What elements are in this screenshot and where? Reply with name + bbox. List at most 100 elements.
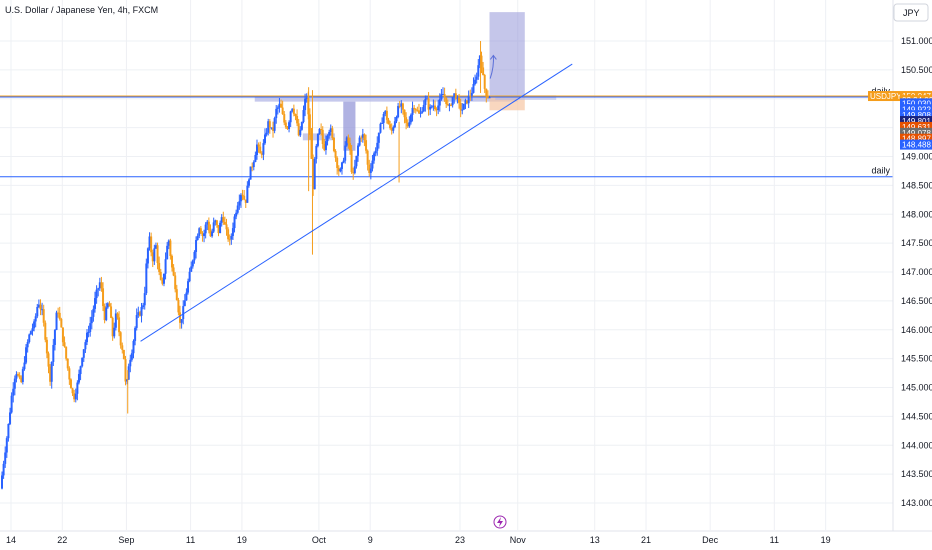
candle-body xyxy=(302,110,305,122)
candle-body xyxy=(45,339,48,354)
candle-body xyxy=(13,378,16,389)
candle-body xyxy=(29,331,32,335)
candle-body xyxy=(166,245,169,260)
y-axis: 143.000 143.500 144.000 144.500 145.000 145.5… xyxy=(892,0,932,531)
candle-body xyxy=(164,259,167,274)
candle-body xyxy=(87,331,90,333)
candle-body xyxy=(374,150,377,154)
candle-body xyxy=(17,374,20,376)
currency-label: JPY xyxy=(903,8,920,18)
candle-body xyxy=(482,67,485,75)
candle-body xyxy=(464,100,467,104)
candle-body xyxy=(81,357,84,367)
candle-body xyxy=(60,319,63,328)
candle-body xyxy=(172,267,175,276)
candle-body xyxy=(328,131,331,136)
candle-body xyxy=(169,240,172,256)
candle-body xyxy=(329,128,332,132)
candle-body xyxy=(283,114,286,123)
candle-body xyxy=(267,121,270,133)
candle-body xyxy=(300,121,303,130)
x-tick-label: 19 xyxy=(821,535,831,545)
candle-body xyxy=(150,236,153,253)
candle-body xyxy=(352,171,355,174)
candle-body xyxy=(373,153,376,161)
candle-body xyxy=(65,346,68,359)
candle-body xyxy=(222,217,225,222)
price-badge xyxy=(900,110,932,121)
x-tick-label: 11 xyxy=(770,535,779,545)
candle-body xyxy=(289,111,292,123)
candle-body xyxy=(361,134,364,138)
candle-body xyxy=(461,109,464,111)
candle-body xyxy=(219,222,222,234)
candle-body xyxy=(406,122,409,127)
candle-body xyxy=(100,282,103,289)
x-tick-label: 21 xyxy=(641,535,651,545)
y-tick-label: 151.000 xyxy=(901,36,932,46)
candle-body xyxy=(211,231,214,237)
candle-body xyxy=(485,88,488,97)
candle-body xyxy=(425,98,428,100)
candle-body xyxy=(270,127,273,129)
candle-body xyxy=(323,143,326,151)
candle-body xyxy=(422,105,425,112)
candle-body xyxy=(2,463,5,476)
candle-body xyxy=(153,248,156,262)
candle-body xyxy=(119,332,122,346)
candle-body xyxy=(23,362,26,370)
candle-body xyxy=(355,155,358,167)
arrow-head xyxy=(489,54,497,60)
candle-body xyxy=(135,315,138,328)
candle-body xyxy=(450,104,453,106)
horizontal-lines: daily daily xyxy=(0,86,893,178)
price-badge xyxy=(900,98,932,109)
candle-body xyxy=(429,106,432,110)
candle-body xyxy=(241,194,244,196)
candle-body xyxy=(480,55,483,68)
candle-body xyxy=(58,312,61,320)
candle-body xyxy=(419,112,422,114)
candle-body xyxy=(257,144,260,147)
candle-body xyxy=(177,299,180,313)
candle-body xyxy=(472,84,475,93)
candle-body xyxy=(294,114,297,117)
candle-body xyxy=(299,129,302,136)
candle-body xyxy=(69,379,72,389)
y-tick-label: 144.000 xyxy=(901,440,932,450)
candle-body xyxy=(25,347,28,363)
chart-title: U.S. Dollar / Japanese Yen, 4h, FXCM xyxy=(5,5,158,15)
candle-body xyxy=(230,236,233,240)
candle-body xyxy=(254,154,257,163)
candle-body xyxy=(276,107,279,109)
candle-body xyxy=(413,107,416,110)
candle-body xyxy=(342,160,345,163)
price-badge xyxy=(900,104,932,115)
candle-body xyxy=(143,293,146,306)
candle-body xyxy=(185,292,188,301)
candle-body xyxy=(337,168,340,172)
y-tick-label: 150.500 xyxy=(901,65,932,75)
candle-body xyxy=(376,142,379,151)
candle-body xyxy=(488,97,491,99)
lightning-icon[interactable] xyxy=(493,515,507,529)
candle-body xyxy=(156,245,159,263)
candle-body xyxy=(127,366,130,380)
candle-body xyxy=(458,97,461,103)
y-tick-label: 146.500 xyxy=(901,296,932,306)
currency-button[interactable]: JPY xyxy=(893,3,929,22)
candle-body xyxy=(39,304,42,310)
candle-body xyxy=(244,199,247,203)
candle-body xyxy=(207,221,210,231)
candle-body xyxy=(305,97,308,99)
candle-body xyxy=(183,300,186,307)
x-tick-label: Oct xyxy=(312,535,327,545)
candle-body xyxy=(268,121,271,128)
candle-body xyxy=(49,366,52,382)
candle-body xyxy=(456,97,459,99)
y-tick-label: 145.000 xyxy=(901,383,932,393)
candle-body xyxy=(462,103,465,110)
candle-body xyxy=(238,201,241,206)
candle-body xyxy=(105,307,108,321)
